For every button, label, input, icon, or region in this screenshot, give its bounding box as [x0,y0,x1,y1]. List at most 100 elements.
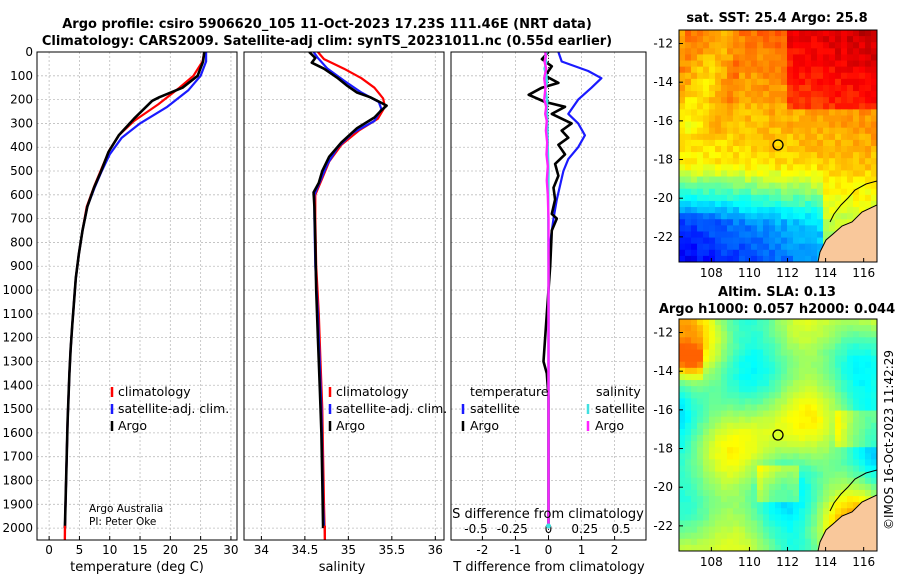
map-y-tick-label: -12 [653,37,673,51]
map-cell [721,422,728,430]
map-cell [805,441,812,448]
map-cell [721,170,728,178]
map-cell [817,243,824,251]
map-cell [829,343,836,351]
map-cell [811,355,818,363]
map-cell [775,133,782,141]
map-cell [835,72,842,80]
map-cell [703,483,710,491]
map-cell [709,36,716,43]
map-cell [691,213,698,220]
map-cell [793,526,800,534]
map-cell [829,453,836,461]
map-cell [763,544,770,551]
map-cell [769,48,776,56]
map-cell [739,66,746,74]
x-tick-label: 34 [254,543,269,557]
map-cell [835,319,842,326]
map-cell [817,103,824,110]
map-cell [835,489,842,497]
map-cell [853,325,860,332]
map-cell [799,441,806,448]
map-cell [853,36,860,43]
map-cell [757,91,764,98]
map-cell [679,225,686,233]
map-cell [715,60,722,68]
map-cell [799,435,806,442]
map-cell [841,60,848,68]
map-cell [865,441,872,448]
map-cell [745,538,752,546]
map-cell [787,66,794,74]
map-cell [769,182,776,190]
map-cell [805,158,812,165]
map-cell [769,78,776,86]
map-cell [703,361,710,369]
map-cell [685,91,692,98]
map-cell [679,337,686,345]
map-cell [757,36,764,43]
map-cell [799,200,806,208]
map-cell [715,392,722,399]
map-cell [823,164,830,172]
map-cell [703,349,710,357]
map-cell [823,182,830,190]
map-cell [799,459,806,467]
map-cell [679,139,686,147]
map-cell [793,72,800,80]
map-cell [739,361,746,369]
map-cell [715,349,722,357]
map-cell [757,158,764,165]
map-cell [715,373,722,381]
map-cell [823,514,830,522]
map-cell [745,164,752,172]
map-cell [733,158,740,165]
map-cell [823,42,830,49]
map-cell [691,538,698,546]
map-cell [835,164,842,172]
map-cell [847,72,854,80]
map-cell [751,416,758,424]
map-cell [691,139,698,147]
map-cell [679,544,686,551]
map-cell [823,489,830,497]
map-cell [769,349,776,357]
map-cell [709,520,716,528]
map-cell [823,231,830,239]
map-cell [679,66,686,74]
map-cell [727,489,734,497]
map-cell [811,380,818,387]
map-cell [793,325,800,332]
map-cell [835,194,842,202]
map-cell [865,146,872,153]
map-cell [805,380,812,387]
map-cell [733,398,740,406]
map-cell [865,30,872,37]
map-cell [691,36,698,43]
map-cell [751,441,758,448]
map-cell [853,435,860,442]
map-cell [727,103,734,110]
map-cell [787,97,794,104]
map-cell [853,386,860,393]
map-cell [859,164,866,172]
map-cell [715,489,722,497]
map-cell [763,496,770,503]
map-cell [697,188,704,196]
map-cell [871,158,877,165]
map-cell [829,139,836,147]
map-cell [805,133,812,141]
map-cell [685,325,692,332]
map-cell [853,133,860,141]
map-cell [703,164,710,172]
map-cell [811,538,818,546]
map-cell [775,188,782,196]
map-cell [733,237,740,245]
map-cell [799,355,806,363]
map-cell [727,428,734,436]
map-cell [871,435,877,442]
map-cell [739,127,746,135]
map-cell [727,453,734,461]
depth-tick-label: 900 [10,259,33,273]
map-cell [745,60,752,68]
